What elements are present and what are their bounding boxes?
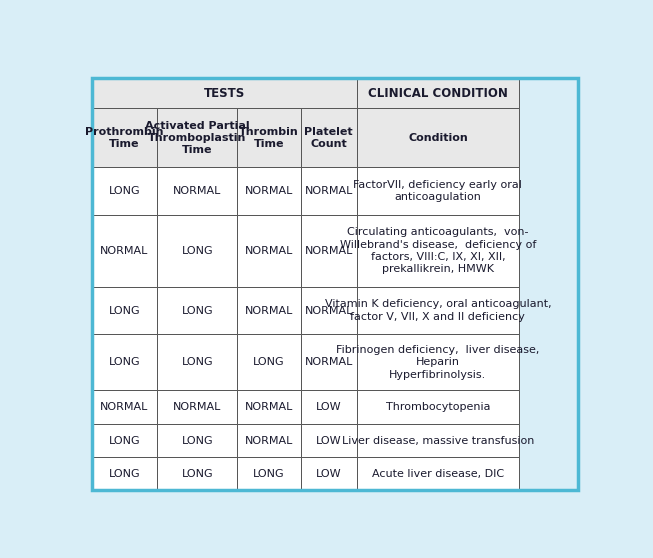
Bar xyxy=(357,287,519,334)
Bar xyxy=(238,287,300,334)
Bar xyxy=(238,334,300,391)
Bar xyxy=(300,108,357,167)
Text: LOW: LOW xyxy=(316,469,342,479)
Bar xyxy=(157,425,238,458)
Bar xyxy=(91,458,157,490)
Text: FactorVII, deficiency early oral
anticoagulation: FactorVII, deficiency early oral anticoa… xyxy=(353,180,522,203)
Bar xyxy=(91,391,157,425)
Text: NORMAL: NORMAL xyxy=(245,246,293,256)
Bar xyxy=(238,458,300,490)
Text: NORMAL: NORMAL xyxy=(245,306,293,316)
Text: NORMAL: NORMAL xyxy=(245,402,293,412)
Text: LOW: LOW xyxy=(316,402,342,412)
Text: LONG: LONG xyxy=(109,436,140,446)
Bar xyxy=(157,215,238,287)
Text: Activated Partial
Thromboplastin
Time: Activated Partial Thromboplastin Time xyxy=(145,121,249,155)
Bar xyxy=(357,391,519,425)
Bar xyxy=(91,78,357,108)
Bar xyxy=(300,167,357,215)
Text: Acute liver disease, DIC: Acute liver disease, DIC xyxy=(372,469,504,479)
Bar xyxy=(300,287,357,334)
Bar xyxy=(157,287,238,334)
Bar xyxy=(300,391,357,425)
Bar xyxy=(300,425,357,458)
Bar xyxy=(300,334,357,391)
Bar xyxy=(91,167,157,215)
Text: LONG: LONG xyxy=(182,357,214,367)
Text: LOW: LOW xyxy=(316,436,342,446)
Text: Condition: Condition xyxy=(408,133,468,143)
Bar xyxy=(357,108,519,167)
Bar xyxy=(238,425,300,458)
Bar xyxy=(238,391,300,425)
Text: LONG: LONG xyxy=(182,306,214,316)
Bar xyxy=(357,334,519,391)
Bar xyxy=(91,215,157,287)
Bar xyxy=(357,167,519,215)
Bar xyxy=(300,458,357,490)
Text: NORMAL: NORMAL xyxy=(245,436,293,446)
Text: LONG: LONG xyxy=(253,469,285,479)
Text: LONG: LONG xyxy=(109,357,140,367)
Text: NORMAL: NORMAL xyxy=(173,186,221,196)
Text: NORMAL: NORMAL xyxy=(304,306,353,316)
Text: LONG: LONG xyxy=(109,186,140,196)
Text: Circulating anticoagulants,  von-
Willebrand's disease,  deficiency of
factors, : Circulating anticoagulants, von- Willebr… xyxy=(340,227,536,275)
Text: LONG: LONG xyxy=(182,246,214,256)
Text: Prothrombin
Time: Prothrombin Time xyxy=(86,127,164,149)
Bar xyxy=(238,215,300,287)
Text: Thrombocytopenia: Thrombocytopenia xyxy=(386,402,490,412)
Bar xyxy=(238,108,300,167)
Text: NORMAL: NORMAL xyxy=(173,402,221,412)
Bar xyxy=(157,167,238,215)
Text: LONG: LONG xyxy=(182,436,214,446)
Bar xyxy=(357,425,519,458)
Text: Thrombin
Time: Thrombin Time xyxy=(239,127,299,149)
Bar xyxy=(157,334,238,391)
Text: NORMAL: NORMAL xyxy=(304,186,353,196)
Bar xyxy=(91,334,157,391)
Text: Platelet
Count: Platelet Count xyxy=(304,127,353,149)
Text: LONG: LONG xyxy=(109,469,140,479)
Text: NORMAL: NORMAL xyxy=(304,357,353,367)
Bar xyxy=(91,287,157,334)
Bar xyxy=(238,167,300,215)
Bar xyxy=(300,215,357,287)
Text: NORMAL: NORMAL xyxy=(304,246,353,256)
Bar xyxy=(157,108,238,167)
Text: NORMAL: NORMAL xyxy=(245,186,293,196)
Text: CLINICAL CONDITION: CLINICAL CONDITION xyxy=(368,86,508,99)
Bar xyxy=(357,458,519,490)
Text: NORMAL: NORMAL xyxy=(101,246,149,256)
Text: LONG: LONG xyxy=(253,357,285,367)
Text: Liver disease, massive transfusion: Liver disease, massive transfusion xyxy=(342,436,534,446)
Bar xyxy=(157,391,238,425)
Bar xyxy=(357,215,519,287)
Bar xyxy=(91,425,157,458)
Text: LONG: LONG xyxy=(109,306,140,316)
Bar xyxy=(91,108,157,167)
Bar xyxy=(357,78,519,108)
Text: Fibrinogen deficiency,  liver disease,
Heparin
Hyperfibrinolysis.: Fibrinogen deficiency, liver disease, He… xyxy=(336,345,539,379)
Text: LONG: LONG xyxy=(182,469,214,479)
Text: Vitamin K deficiency, oral anticoagulant,
factor V, VII, X and II deficiency: Vitamin K deficiency, oral anticoagulant… xyxy=(325,300,551,322)
Text: TESTS: TESTS xyxy=(204,86,245,99)
Bar xyxy=(157,458,238,490)
Text: NORMAL: NORMAL xyxy=(101,402,149,412)
